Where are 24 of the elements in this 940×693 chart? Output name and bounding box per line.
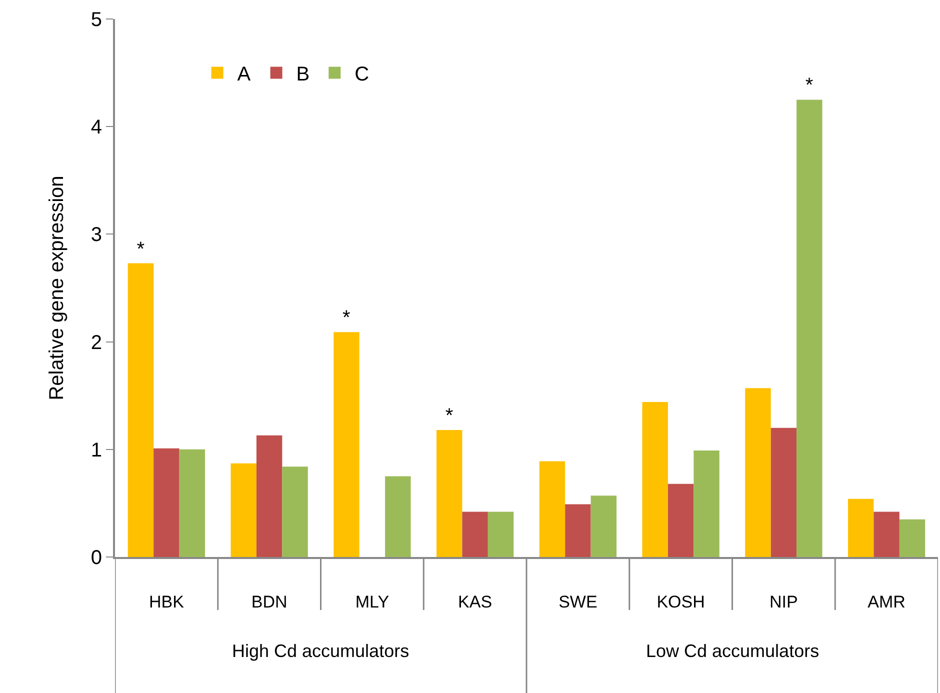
x-tick-label: MLY xyxy=(355,592,390,612)
data-label: * xyxy=(805,74,814,97)
y-tick-label: 3 xyxy=(90,224,102,246)
y-axis-title: Relative gene expression xyxy=(46,176,68,400)
legend-label: C xyxy=(354,64,370,86)
data-label: * xyxy=(342,307,350,330)
x-tick-label: BDN xyxy=(251,592,288,612)
data-label: * xyxy=(445,405,454,428)
y-tick-label: 0 xyxy=(90,547,102,569)
y-tick-label: 2 xyxy=(90,332,102,354)
text: High Cd accumulators xyxy=(232,641,410,661)
legend-label: B xyxy=(296,64,310,86)
x-tick-label: KAS xyxy=(458,592,492,612)
text: Low Cd accumulators xyxy=(646,641,820,661)
x-tick-label: KOSH xyxy=(656,592,705,612)
x-tick-label: AMR xyxy=(868,592,906,612)
y-tick-label: 1 xyxy=(90,439,102,462)
y-tick-label: 5 xyxy=(90,9,102,31)
data-label: * xyxy=(136,238,145,260)
x-tick-label: SWE xyxy=(558,592,598,612)
x-tick-label: NIP xyxy=(770,592,798,612)
x-tick-label: HBK xyxy=(148,592,185,612)
y-tick-label: 4 xyxy=(90,116,102,139)
legend-label: A xyxy=(237,64,252,86)
